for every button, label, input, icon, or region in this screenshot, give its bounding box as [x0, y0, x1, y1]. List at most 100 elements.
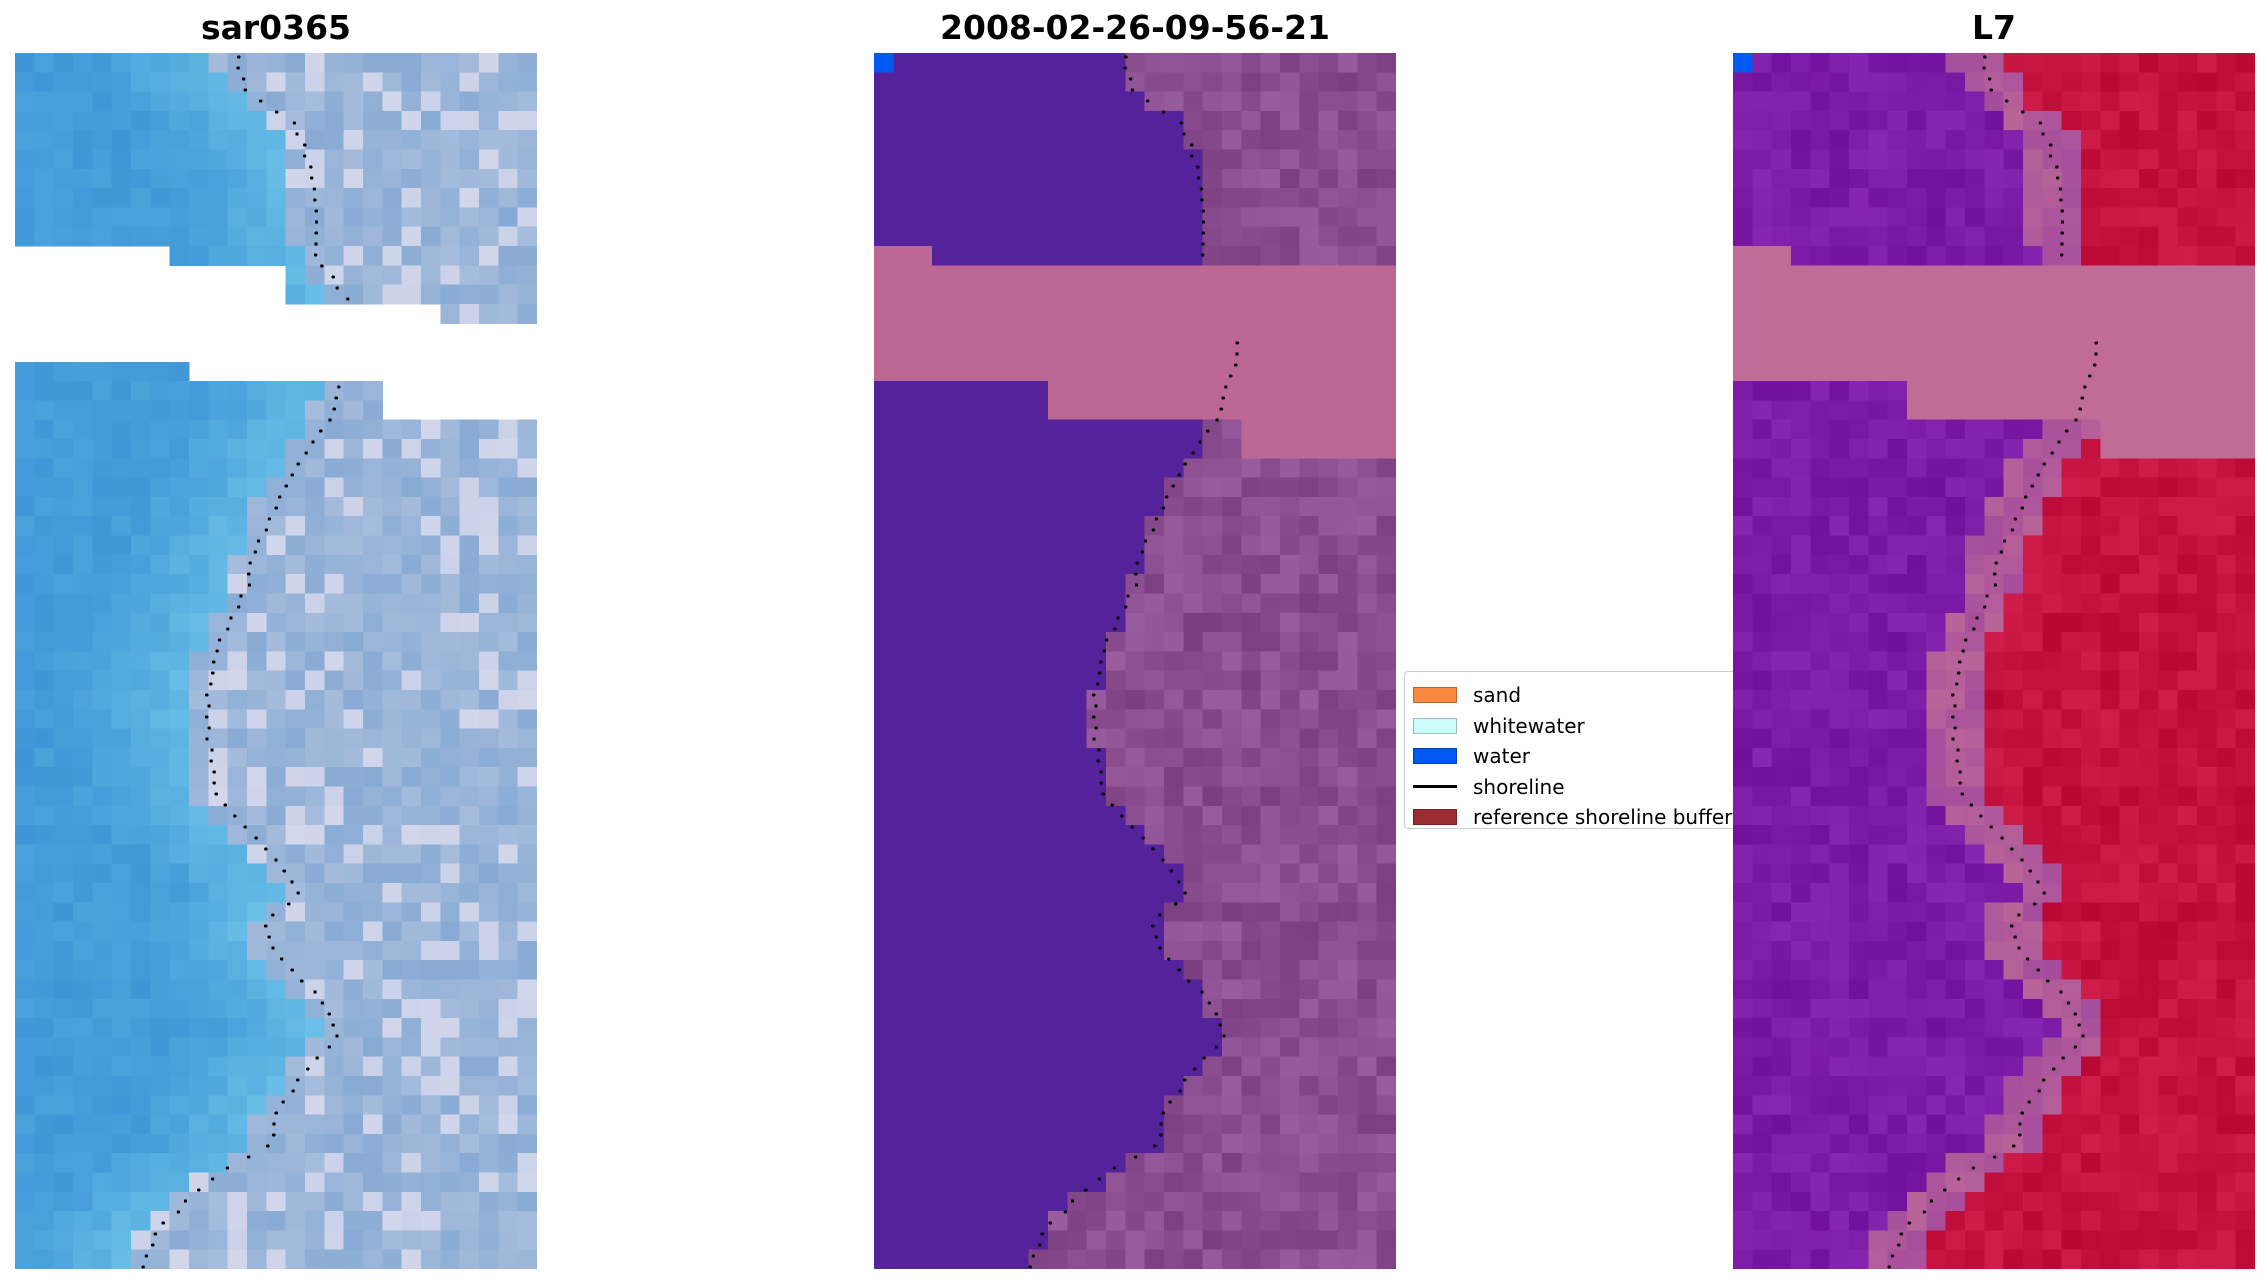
shoreline-point [1134, 572, 1138, 576]
class-pixel [1202, 1056, 1223, 1077]
index-pixel [2042, 979, 2063, 1000]
image-pixel [440, 1133, 461, 1154]
index-pixel [2003, 786, 2024, 807]
image-pixel [208, 1249, 229, 1269]
class-pixel [990, 496, 1010, 517]
index-pixel [1733, 1056, 1753, 1077]
image-pixel [517, 496, 537, 517]
shoreline-point [1201, 231, 1205, 235]
index-pixel [2003, 670, 2024, 691]
image-pixel [53, 651, 74, 672]
shoreline-point [1183, 1078, 1187, 1082]
image-pixel [401, 940, 422, 961]
index-pixel [1868, 53, 1889, 73]
class-pixel [912, 1018, 933, 1038]
image-pixel [363, 554, 383, 575]
image-pixel [324, 188, 345, 209]
shoreline-point [247, 572, 251, 576]
image-pixel [92, 1153, 113, 1174]
class-pixel [1202, 110, 1223, 131]
class-pixel [1067, 53, 1088, 73]
index-pixel [1733, 863, 1753, 884]
image-pixel [382, 747, 403, 768]
class-pixel [1376, 612, 1396, 633]
class-pixel [1144, 246, 1165, 266]
index-pixel [2158, 825, 2179, 845]
index-pixel [2158, 1037, 2179, 1058]
image-pixel [382, 882, 403, 903]
index-pixel [1984, 612, 2005, 633]
image-pixel [285, 979, 306, 1000]
class-pixel [1028, 786, 1049, 807]
image-pixel [73, 979, 93, 1000]
image-pixel [517, 805, 537, 826]
image-pixel [131, 1153, 151, 1174]
index-pixel [2158, 265, 2179, 286]
image-pixel [479, 53, 499, 73]
index-pixel [2216, 632, 2237, 652]
index-pixel [2235, 477, 2255, 498]
index-pixel [2100, 149, 2121, 170]
image-pixel [285, 110, 306, 131]
index-pixel [2119, 226, 2140, 247]
image-pixel [150, 535, 171, 556]
index-pixel [2177, 1114, 2198, 1135]
image-pixel [266, 651, 287, 672]
class-pixel [1260, 168, 1281, 189]
class-pixel [990, 284, 1010, 305]
class-pixel [1009, 593, 1030, 614]
index-pixel [1791, 1095, 1811, 1116]
class-pixel [1338, 168, 1358, 189]
class-pixel [932, 91, 952, 112]
image-pixel [363, 979, 383, 1000]
image-pixel [111, 882, 132, 903]
index-pixel [1849, 477, 1869, 498]
image-pixel [421, 1018, 441, 1038]
class-pixel [1222, 1037, 1242, 1058]
image-pixel [343, 1172, 364, 1193]
index-pixel [2081, 863, 2101, 884]
image-pixel [169, 226, 190, 247]
index-pixel [1771, 767, 1792, 788]
index-pixel [1907, 709, 1927, 730]
shoreline-point [1183, 891, 1187, 895]
class-pixel [1164, 458, 1184, 479]
class-pixel [1086, 863, 1107, 884]
class-pixel [1144, 149, 1165, 170]
class-pixel [1144, 361, 1165, 382]
class-pixel [893, 921, 914, 942]
index-pixel [2177, 632, 2198, 652]
shoreline-point [1140, 550, 1145, 554]
index-pixel [2139, 593, 2159, 614]
shoreline-point [309, 165, 313, 169]
class-pixel [1048, 825, 1068, 845]
image-pixel [247, 226, 267, 247]
class-pixel [1067, 516, 1088, 537]
image-pixel [92, 747, 113, 768]
index-pixel [1868, 844, 1889, 865]
class-pixel [1048, 805, 1068, 826]
index-pixel [2139, 53, 2159, 73]
index-pixel [2003, 477, 2024, 498]
index-pixel [1791, 670, 1811, 691]
image-pixel [285, 574, 306, 595]
index-pixel [1965, 1056, 1985, 1077]
class-pixel [874, 612, 894, 633]
class-pixel [1222, 921, 1242, 942]
class-pixel [912, 226, 933, 247]
image-pixel [34, 1133, 55, 1154]
image-pixel [15, 747, 35, 768]
image-pixel [266, 458, 287, 479]
image-pixel [459, 767, 480, 788]
class-pixel [1280, 303, 1300, 324]
shoreline-point [274, 506, 278, 510]
image-pixel [189, 1037, 209, 1058]
index-pixel [1965, 1095, 1985, 1116]
class-pixel [1260, 998, 1281, 1019]
image-pixel [479, 940, 499, 961]
index-pixel [2158, 303, 2179, 324]
index-pixel [2003, 1114, 2024, 1135]
image-pixel [479, 689, 499, 710]
class-pixel [1106, 554, 1126, 575]
class-pixel [1164, 265, 1184, 286]
